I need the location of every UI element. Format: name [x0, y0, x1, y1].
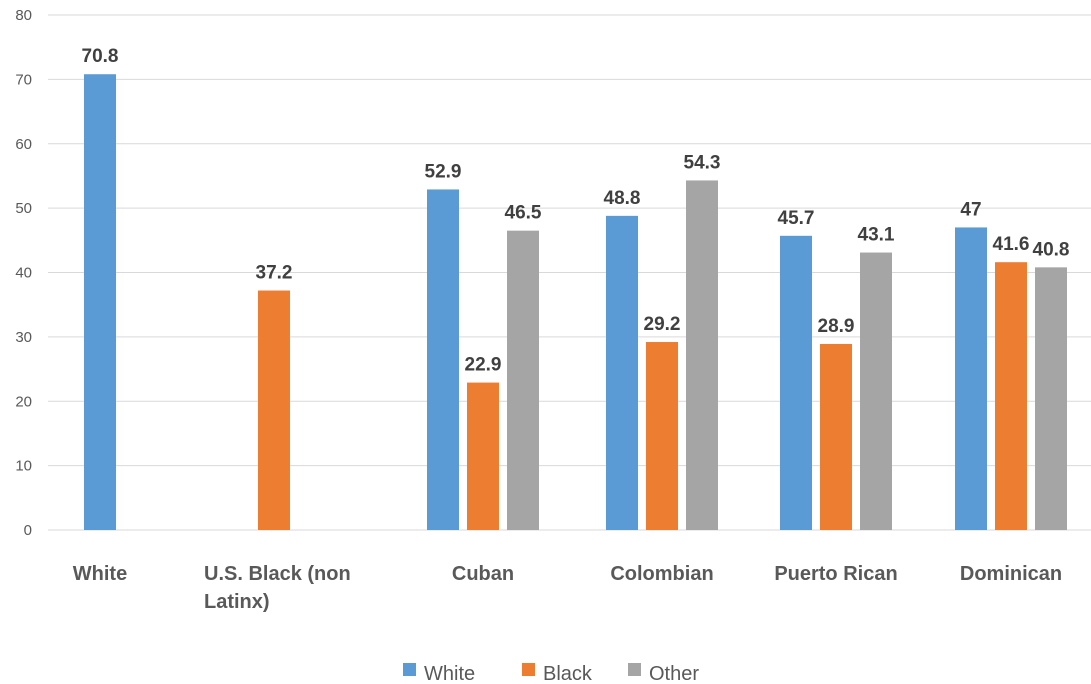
y-tick-label: 10	[15, 458, 32, 475]
gridlines	[48, 14, 1091, 531]
legend-label-black: Black	[543, 663, 593, 684]
bar-black	[820, 343, 852, 530]
bar-other	[686, 180, 718, 530]
legend-label-other: Other	[649, 663, 699, 684]
bar-white	[427, 189, 459, 531]
x-category-label: Puerto Rican	[774, 563, 897, 585]
y-tick-label: 50	[15, 200, 32, 217]
data-label: 45.7	[778, 208, 815, 229]
bar-black	[646, 342, 678, 530]
data-label: 22.9	[465, 355, 502, 376]
data-label: 40.8	[1033, 239, 1070, 260]
x-axis: White U.S. Black (non Latinx) Cuban Colombia…	[73, 563, 1062, 613]
data-label: 48.8	[604, 188, 641, 209]
y-tick-label: 70	[15, 71, 32, 88]
bar-white	[606, 215, 638, 530]
bar-other	[860, 252, 892, 530]
bar-other	[1035, 267, 1067, 530]
data-label: 46.5	[505, 203, 542, 224]
legend-swatch-other	[628, 663, 641, 676]
legend-swatch-black	[522, 663, 535, 676]
data-label: 37.2	[256, 263, 293, 284]
bar-white	[955, 227, 987, 530]
y-tick-label: 60	[15, 136, 32, 153]
bar-black	[995, 262, 1027, 530]
x-category-label: Cuban	[452, 563, 514, 585]
x-category-label: U.S. Black (non Latinx)	[204, 563, 351, 613]
bar-white	[780, 235, 812, 530]
bars	[84, 74, 1067, 531]
y-tick-label: 0	[24, 522, 32, 539]
data-labels: 70.8 37.2 52.9 22.9 46.5 48.8 29.2 54.3 45.7 28.9…	[82, 46, 1070, 375]
y-tick-label: 40	[15, 265, 32, 282]
data-label: 52.9	[425, 161, 462, 182]
x-category-label: Dominican	[960, 563, 1062, 585]
y-tick-label: 30	[15, 329, 32, 346]
y-tick-label: 80	[15, 7, 32, 24]
data-label: 28.9	[818, 316, 855, 337]
legend-swatch-white	[403, 663, 416, 676]
bar-black	[467, 382, 499, 530]
bar-white	[84, 74, 116, 530]
data-label: 47	[960, 199, 981, 220]
y-tick-label: 20	[15, 393, 32, 410]
bar-black	[258, 290, 290, 530]
data-label: 43.1	[858, 225, 895, 246]
data-label: 70.8	[82, 46, 119, 67]
data-label: 41.6	[993, 234, 1030, 255]
legend: White Black Other	[403, 663, 699, 684]
y-axis: 0 10 20 30 40 50 60 70 80	[15, 7, 32, 539]
data-label: 54.3	[684, 152, 721, 173]
x-category-label: White	[73, 563, 127, 585]
legend-label-white: White	[424, 663, 475, 684]
bar-other	[507, 230, 539, 530]
x-category-label: Colombian	[610, 563, 713, 585]
data-label: 29.2	[644, 314, 681, 335]
